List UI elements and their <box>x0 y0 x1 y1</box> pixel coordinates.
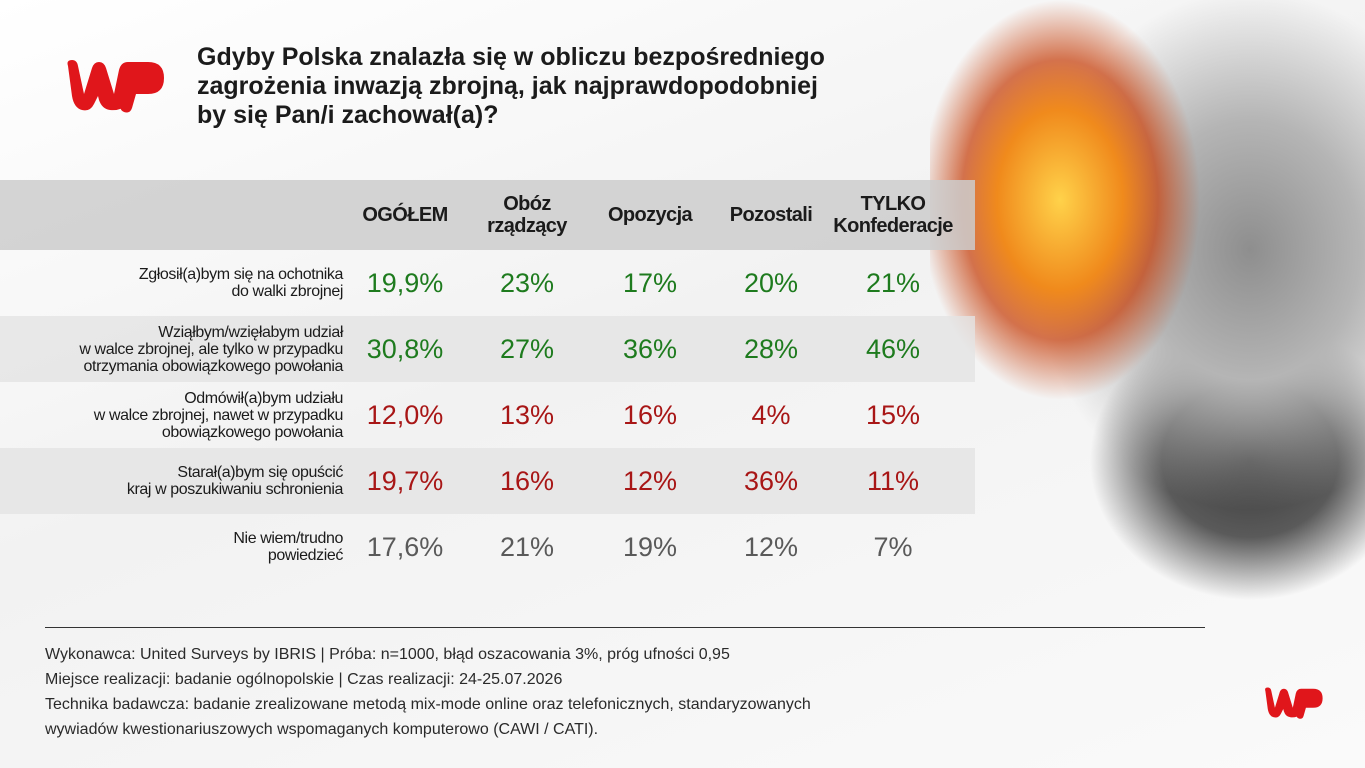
value-cell: 12% <box>622 465 678 496</box>
value-cell: 16% <box>622 399 678 430</box>
value-cell: 4% <box>751 399 791 430</box>
row-label: Starał(a)bym się opuścić kraj w poszukiw… <box>126 464 344 498</box>
footer-line: wywiadów kwestionariuszowych wspomaganyc… <box>45 721 599 738</box>
value-cell: 21% <box>865 267 921 298</box>
footer-line: Wykonawca: United Surveys by IBRIS | Pró… <box>45 646 730 663</box>
value-cell: 36% <box>622 333 678 364</box>
value-cell: 11% <box>866 465 920 496</box>
footer-rule <box>45 627 1205 628</box>
value-cell: 7% <box>873 531 913 562</box>
value-cell: 21% <box>499 531 555 562</box>
row-label: Odmówił(a)bym udziału w walce zbrojnej, … <box>93 389 344 441</box>
value-cell: 23% <box>499 267 555 298</box>
value-cell: 30,8% <box>366 333 444 364</box>
column-header: OGÓŁEM <box>362 204 448 226</box>
row-label: Wziąłbym/wzięłabym udział w walce zbrojn… <box>79 323 343 375</box>
value-cell: 36% <box>743 465 799 496</box>
value-cell: 46% <box>865 333 921 364</box>
background-photo <box>930 0 1365 620</box>
row-label: Nie wiem/trudno powiedzieć <box>233 530 343 564</box>
column-header: Opozycja <box>607 204 693 226</box>
value-cell: 12% <box>743 531 799 562</box>
value-cell: 19% <box>622 531 678 562</box>
column-header: Pozostali <box>729 204 813 226</box>
value-cell: 12,0% <box>366 399 444 430</box>
column-header: TYLKO Konfederacje <box>833 193 953 237</box>
footer-line: Technika badawcza: badanie zrealizowane … <box>45 696 811 713</box>
value-cell: 19,7% <box>366 465 444 496</box>
value-cell: 27% <box>499 333 555 364</box>
row-band <box>0 316 975 382</box>
value-cell: 13% <box>499 399 555 430</box>
logo-small <box>1265 687 1323 719</box>
value-cell: 20% <box>743 267 799 298</box>
footer-line: Miejsce realizacji: badanie ogólnopolski… <box>45 671 563 688</box>
value-cell: 15% <box>865 399 921 430</box>
value-cell: 17% <box>622 267 678 298</box>
value-cell: 28% <box>743 333 799 364</box>
value-cell: 19,9% <box>366 267 444 298</box>
header-band <box>0 180 975 250</box>
value-cell: 16% <box>499 465 555 496</box>
row-band <box>0 448 975 514</box>
row-label: Zgłosił(a)bym się na ochotnika do walki … <box>138 266 344 300</box>
logo <box>67 60 164 113</box>
value-cell: 17,6% <box>366 531 444 562</box>
column-header: Obóz rządzący <box>487 193 567 237</box>
title: Gdyby Polska znalazła się w obliczu bezp… <box>197 43 825 129</box>
